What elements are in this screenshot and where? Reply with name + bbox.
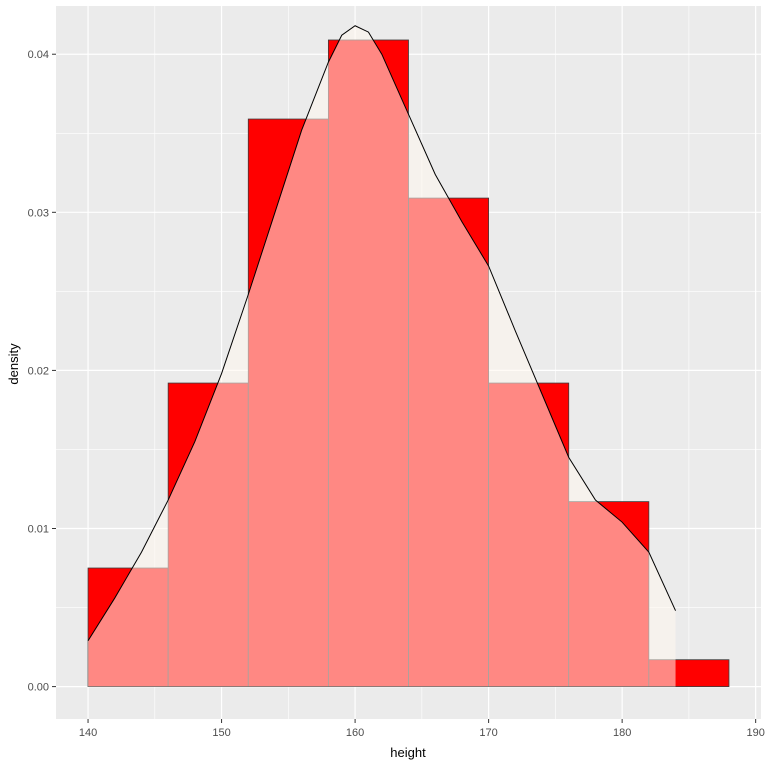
x-tick-label: 150 (212, 727, 230, 739)
y-tick-label: 0.00 (28, 682, 49, 694)
x-tick-label: 170 (479, 727, 497, 739)
y-tick-label: 0.04 (28, 49, 49, 61)
x-axis: 140 150 160 170 180 190 (79, 719, 765, 739)
density-curve (87, 25, 677, 642)
y-tick-label: 0.01 (28, 523, 49, 535)
x-tick-label: 140 (79, 727, 97, 739)
x-tick-label: 180 (613, 727, 631, 739)
density-area (88, 25, 676, 687)
x-axis-title: height (390, 745, 426, 760)
x-tick-label: 160 (346, 727, 364, 739)
y-tick-label: 0.03 (28, 207, 49, 219)
y-tick-label: 0.02 (28, 365, 49, 377)
y-axis: 0.00 0.01 0.02 0.03 0.04 (28, 49, 56, 694)
y-axis-title: density (6, 343, 21, 385)
density-layer (87, 25, 677, 687)
x-tick-label: 190 (746, 727, 764, 739)
